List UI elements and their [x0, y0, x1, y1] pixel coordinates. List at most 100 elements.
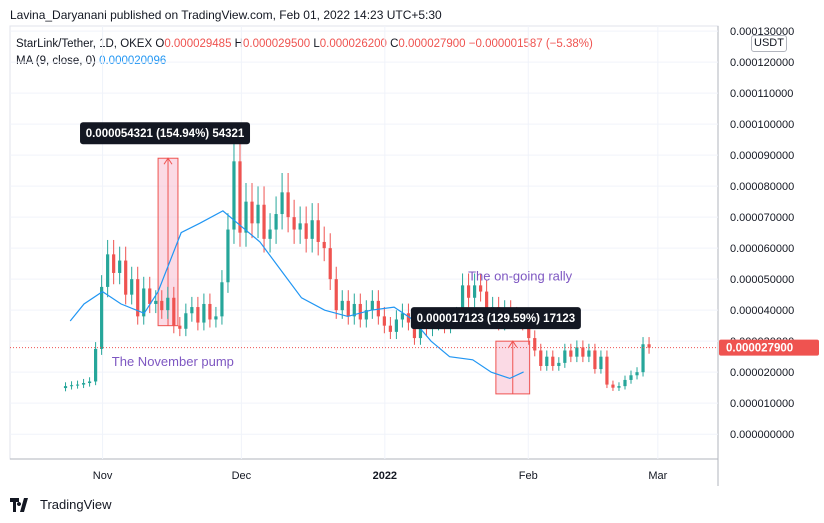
candle-body — [406, 313, 411, 323]
candle-body — [220, 282, 224, 317]
candle-body — [623, 379, 627, 387]
candle-body — [352, 303, 356, 317]
time-tick-label: Dec — [232, 470, 252, 482]
candle-body — [370, 300, 374, 311]
ma-line — [69, 210, 524, 380]
candle-body — [280, 192, 284, 215]
candle-body — [256, 204, 260, 224]
candle-body — [322, 241, 326, 249]
candle-body — [87, 381, 92, 384]
candle-body — [226, 229, 230, 283]
candle-body — [274, 214, 278, 230]
candle-body — [154, 300, 158, 304]
range-label-box — [80, 122, 251, 145]
annotation-text: The on-going rally — [468, 269, 573, 284]
price-tick-label: 0.000110000 — [730, 88, 793, 100]
open-value: 0.000029485 — [164, 38, 232, 50]
open-label: O — [155, 38, 165, 50]
candle-body — [75, 384, 80, 386]
ohlc-row: StarLink/Tether, 1D, OKEX O0.000029485 H… — [16, 36, 593, 53]
candle-body — [527, 322, 531, 339]
candle-body — [400, 313, 405, 320]
candle-body — [172, 297, 176, 326]
candle-body — [466, 285, 471, 298]
candle-body — [581, 347, 585, 357]
candle-body — [250, 201, 254, 224]
candle-body — [599, 356, 603, 370]
candle-body — [310, 220, 314, 239]
candle-body — [298, 223, 302, 230]
candle-body — [611, 384, 615, 388]
candle-body — [304, 223, 308, 239]
candle-body — [244, 201, 248, 233]
range-labels: 0.000054321 (154.94%) 54321 0.000017123 (… — [80, 122, 581, 330]
time-tick-label: Feb — [519, 470, 538, 482]
candle-body — [202, 303, 206, 323]
candle-body — [485, 291, 489, 314]
price-axis: 0.0000000000.0000100000.0000200000.00003… — [719, 26, 819, 441]
candle-body — [69, 385, 74, 387]
price-tick-label: 0.000050000 — [730, 274, 794, 286]
time-tick-label: Nov — [93, 470, 113, 482]
candle-body — [358, 303, 362, 320]
candle-body — [539, 350, 543, 366]
candle-body — [641, 344, 645, 373]
time-tick-label: Mar — [648, 470, 667, 482]
price-tick-label: 0.000070000 — [730, 212, 794, 224]
plot-border — [9, 25, 719, 460]
candle-body — [63, 386, 68, 389]
tradingview-logo-icon — [10, 497, 28, 512]
close-value: 0.000027900 — [398, 38, 466, 50]
candle-body — [106, 254, 110, 287]
candle-body — [142, 288, 146, 317]
price-tick-label: 0.000000000 — [730, 429, 794, 441]
range-arrowhead — [163, 157, 173, 165]
ma-label[interactable]: MA (9, close, 0) — [16, 55, 96, 67]
price-tick-label: 0.000010000 — [730, 398, 794, 410]
candle-body — [587, 350, 591, 357]
candle-body — [196, 307, 200, 323]
candle-body — [190, 307, 194, 314]
text-annotations: The November pump The on-going rally — [112, 269, 573, 369]
symbol-label[interactable]: StarLink/Tether, 1D, OKEX — [16, 38, 153, 50]
candle-body — [94, 348, 98, 382]
candle-body — [551, 356, 555, 366]
candle-body — [268, 229, 272, 239]
candle-body — [130, 279, 134, 295]
price-tick-label: 0.000120000 — [730, 57, 794, 69]
ma-value: 0.000020096 — [99, 55, 167, 67]
candle-body — [569, 350, 573, 357]
candle-body — [364, 310, 368, 320]
footer-brand: TradingView — [10, 497, 112, 512]
candle-body — [286, 192, 290, 218]
candle-body — [340, 300, 344, 311]
candle-body — [262, 204, 266, 239]
candle-body — [112, 254, 116, 273]
candle-body — [136, 279, 140, 317]
candle-body — [617, 386, 621, 388]
candle-body — [334, 279, 338, 311]
candle-body — [647, 344, 651, 348]
change-value: −0.000001587 (−5.38%) — [468, 38, 593, 50]
candle-body — [166, 297, 170, 311]
candle-body — [232, 161, 236, 230]
candle-body — [148, 288, 152, 304]
close-label: C — [390, 38, 399, 50]
candle-body — [214, 316, 218, 320]
candle-body — [635, 372, 639, 376]
publish-header: Lavina_Daryanani published on TradingVie… — [10, 8, 442, 22]
chart-grid — [9, 25, 719, 486]
price-tick-label: 0.000100000 — [730, 119, 794, 131]
range-label-text: 0.000054321 (154.94%) 54321 — [86, 128, 245, 140]
price-tick-label: 0.000080000 — [730, 181, 794, 193]
candle-body — [472, 285, 477, 298]
candle-body — [575, 347, 579, 357]
candle-body — [346, 300, 350, 317]
candle-body — [629, 375, 633, 380]
currency-badge[interactable]: USDT — [751, 35, 787, 52]
candle-body — [394, 319, 398, 332]
chart-legend: StarLink/Tether, 1D, OKEX O0.000029485 H… — [16, 36, 593, 70]
candle-body — [418, 322, 423, 339]
low-label: L — [313, 38, 320, 50]
